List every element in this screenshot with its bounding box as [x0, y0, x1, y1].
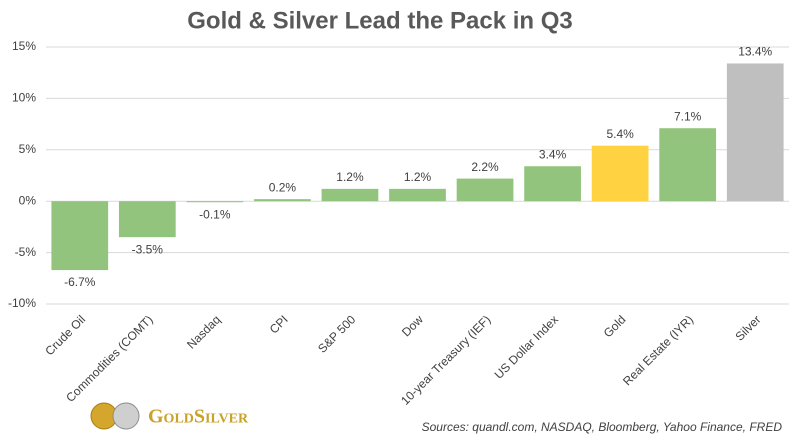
x-tick-label: CPI: [267, 312, 291, 336]
bar: [591, 145, 649, 202]
x-tick-label: Gold: [601, 312, 629, 340]
value-label: 2.2%: [471, 160, 499, 174]
y-tick-label: 0%: [19, 193, 37, 207]
x-tick-label: Nasdaq: [184, 312, 223, 351]
bar: [456, 178, 514, 202]
value-label: -0.1%: [199, 207, 231, 221]
value-label: 7.1%: [674, 109, 702, 123]
chart-title: Gold & Silver Lead the Pack in Q3: [187, 7, 572, 34]
bar: [51, 201, 109, 271]
bar: [659, 128, 717, 202]
value-label: 1.2%: [404, 170, 432, 184]
source-note: Sources: quandl.com, NASDAQ, Bloomberg, …: [422, 420, 783, 434]
logo-text: GoldSilver: [148, 406, 249, 428]
logo-icon: [90, 402, 140, 430]
y-tick-label: 15%: [12, 39, 36, 53]
bar: [254, 199, 311, 202]
value-label: 1.2%: [336, 170, 364, 184]
value-label: 5.4%: [606, 127, 634, 141]
bar: [186, 201, 244, 203]
value-label: 13.4%: [738, 45, 772, 59]
x-tick-label: S&P 500: [315, 312, 358, 355]
y-tick-label: -10%: [8, 296, 36, 310]
y-tick-label: 10%: [12, 91, 36, 105]
bar: [389, 188, 446, 202]
value-label: -6.7%: [64, 275, 96, 289]
bar: [726, 63, 784, 202]
value-label: 3.4%: [539, 147, 567, 161]
value-label: -3.5%: [132, 242, 164, 256]
y-tick-label: -5%: [15, 245, 37, 259]
x-tick-label: Crude Oil: [42, 312, 88, 358]
x-tick-label: Silver: [732, 312, 763, 343]
y-tick-label: 5%: [19, 142, 37, 156]
bar: [524, 166, 581, 202]
x-tick-label: Real Estate (IYR): [620, 312, 696, 388]
bar: [118, 201, 176, 238]
bar: [321, 188, 379, 202]
value-label: 0.2%: [269, 180, 297, 194]
x-tick-label: Dow: [399, 312, 426, 339]
x-tick-label: US Dollar Index: [492, 312, 561, 381]
